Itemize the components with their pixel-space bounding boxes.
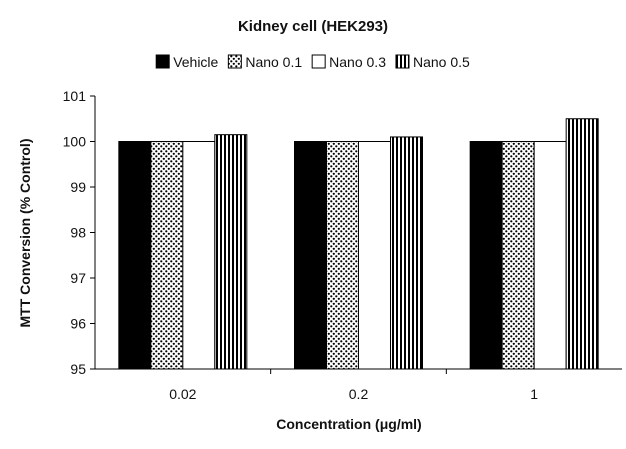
- x-axis-ticks: 0.02 0.2 1: [169, 369, 538, 402]
- bar-nano-0-3-1: [533, 141, 567, 370]
- chart-title: Kidney cell (HEK293): [238, 18, 388, 35]
- legend-label-0: Vehicle: [173, 54, 218, 70]
- bar-nano-0-5-0_2: [390, 136, 423, 370]
- legend-label-2: Nano 0.3: [329, 54, 386, 70]
- y-tick-label-1: 96: [70, 316, 86, 332]
- legend-swatch-1: [227, 54, 242, 69]
- bar-nano-0-3-0_2: [358, 141, 391, 370]
- x-tick-label-0: 0.02: [169, 386, 196, 402]
- legend-swatch-3: [395, 54, 410, 69]
- y-axis-title: MTT Conversion (% Control): [17, 139, 33, 328]
- y-tick-label-2: 97: [70, 270, 86, 286]
- bar-nano-0-3-0_02: [182, 141, 216, 370]
- bar-nano-0-1-0_2: [326, 141, 359, 370]
- y-tick-label-4: 99: [70, 179, 86, 195]
- legend-label-1: Nano 0.1: [245, 54, 302, 70]
- legend-label-3: Nano 0.5: [413, 54, 470, 70]
- bar-nano-0-1-0_02: [150, 141, 184, 370]
- x-axis-title: Concentration (μg/ml): [276, 416, 421, 432]
- y-tick-label-3: 98: [70, 225, 86, 241]
- legend: Vehicle Nano 0.1 Nano 0.3 Nano 0.5: [155, 54, 470, 70]
- legend-swatch-0: [155, 54, 170, 69]
- bar-vehicle-0_2: [294, 141, 327, 370]
- y-tick-label-5: 100: [63, 134, 87, 150]
- x-tick-label-1: 0.2: [349, 386, 369, 402]
- bar-nano-0-5-1: [565, 118, 599, 370]
- y-tick-label-6: 101: [63, 88, 87, 104]
- bar-nano-0-1-1: [501, 141, 535, 370]
- bar-vehicle-0_02: [118, 141, 152, 370]
- y-axis-ticks: 95 96 97 98 99 100 101: [63, 88, 95, 377]
- bars-group: [118, 118, 599, 370]
- x-tick-label-2: 1: [530, 386, 538, 402]
- bar-vehicle-1: [469, 141, 503, 370]
- legend-swatch-2: [311, 54, 326, 69]
- bar-nano-0-5-0_02: [214, 134, 248, 370]
- y-tick-label-0: 95: [70, 361, 86, 377]
